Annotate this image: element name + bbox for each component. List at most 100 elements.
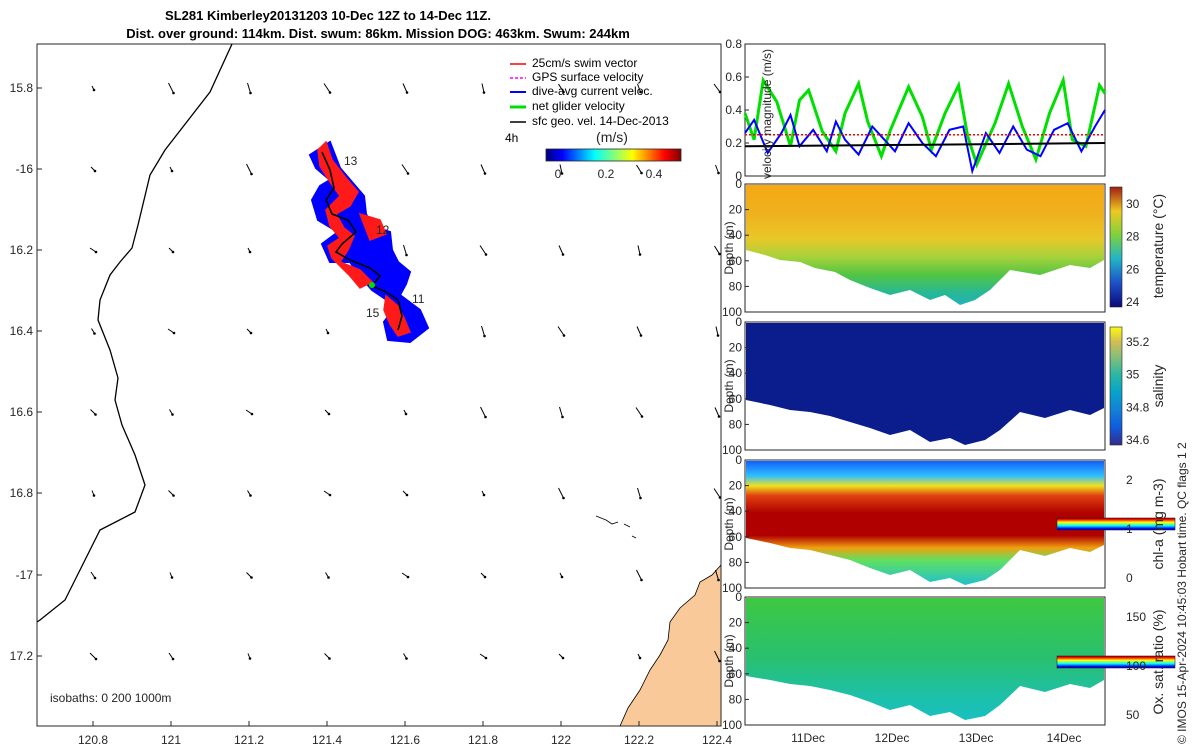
geo-arrow xyxy=(559,406,563,418)
colorbar-tick-label: 30 xyxy=(1126,197,1140,211)
chla-panel: chl-a (mg m-3) xyxy=(744,459,1176,589)
geo-arrow xyxy=(402,83,408,93)
geo-arrow-head xyxy=(249,331,253,335)
swim-vector-swath xyxy=(317,140,412,337)
geo-arrow-head xyxy=(483,334,486,338)
geo-arrow-head xyxy=(482,91,486,94)
geo-arrow-head xyxy=(482,493,486,497)
day-label: 12 xyxy=(376,223,390,237)
geo-arrow-head xyxy=(171,250,175,254)
geo-arrow-head xyxy=(250,412,254,416)
colorbar-tick-label: 34.8 xyxy=(1126,400,1150,414)
geo-arrow-head xyxy=(404,412,408,416)
legend-label: dive-avg current veloc. xyxy=(532,84,653,98)
geo-arrow-head xyxy=(93,332,96,335)
geo-arrow-head xyxy=(560,172,564,175)
geo-arrow xyxy=(715,164,719,174)
geo-arrow-head xyxy=(717,415,721,418)
geo-arrow-head xyxy=(640,578,643,582)
geo-arrow-head xyxy=(718,496,721,499)
velocity-series-geo xyxy=(744,142,1106,148)
panel-y-tick-label: 60 xyxy=(729,254,743,268)
geo-arrow-head xyxy=(562,334,566,337)
geo-arrow-head xyxy=(406,172,410,175)
geo-arrow xyxy=(558,487,564,499)
x-tick-label: 122.2 xyxy=(624,733,654,747)
geo-arrow-head xyxy=(483,575,487,579)
geo-arrow-head xyxy=(405,493,409,497)
map-frame xyxy=(36,43,722,727)
net-glider-path xyxy=(321,151,403,331)
geo-arrow-head xyxy=(484,656,488,660)
y-tick-label: -16 xyxy=(16,162,34,176)
geo-arrow-head xyxy=(560,575,564,579)
geo-arrow-head xyxy=(94,657,98,661)
geo-arrow xyxy=(481,83,485,93)
panel-y-tick-label: 40 xyxy=(729,228,743,242)
panel-y-tick-label: 20 xyxy=(729,616,743,630)
geo-arrow xyxy=(635,407,643,417)
legend-label: sfc geo. vel. 14-Dec-2013 xyxy=(532,114,669,128)
velocity-panel: velocity magnitude (m/s) xyxy=(743,43,1107,179)
geo-arrow xyxy=(559,164,563,174)
geo-arrow-head xyxy=(561,253,565,256)
geo-arrow xyxy=(636,569,642,581)
panel-y-tick-label: 60 xyxy=(729,392,743,406)
geo-arrow-head xyxy=(639,496,642,500)
geo-arrow xyxy=(401,164,409,174)
salinity-panel: salinity xyxy=(744,321,1166,451)
x-tick-label: 120.8 xyxy=(78,733,108,747)
oxygen-cblabel: Ox. sat. ratio (%) xyxy=(1150,609,1166,714)
velocity-axes xyxy=(744,43,1106,177)
panel-y-tick-label: 60 xyxy=(729,530,743,544)
panel-y-tick-label: 20 xyxy=(729,203,743,217)
geo-arrow xyxy=(557,326,565,336)
panel-ylabel: Depth (m) xyxy=(722,359,736,412)
panel-y-tick-label: 40 xyxy=(729,641,743,655)
colorbar-tick: 0 xyxy=(555,167,562,181)
panel-y-tick-label: 80 xyxy=(729,555,743,569)
geo-arrow xyxy=(247,82,251,94)
oxygen-field xyxy=(746,598,1104,720)
geo-arrow xyxy=(480,406,486,418)
geo-arrow-head xyxy=(170,576,174,579)
geo-arrow-head xyxy=(250,576,253,579)
oxygen-panel: Ox. sat. ratio (%) xyxy=(744,596,1176,726)
panel-y-tick-label: 20 xyxy=(729,341,743,355)
panel-y-tick-label: 100 xyxy=(722,305,742,319)
geo-arrow-head xyxy=(717,578,720,582)
geo-arrow xyxy=(637,245,641,255)
chla-colorbar xyxy=(1056,517,1176,531)
colorbar-tick-label: 2 xyxy=(1126,473,1133,487)
isobath-label: isobaths: 0 200 1000m xyxy=(50,691,171,705)
geo-arrow-head xyxy=(717,171,720,175)
geo-arrow-head xyxy=(172,494,175,497)
geo-arrow-head xyxy=(716,334,720,337)
panel-y-tick-label: 0 xyxy=(735,315,742,329)
panel-ylabel: Depth (m) xyxy=(722,221,736,274)
time-tick-label: 14Dec xyxy=(1047,731,1082,745)
panel-y-tick-label: 80 xyxy=(729,692,743,706)
geo-arrow-head xyxy=(638,253,642,256)
y-tick-label: 16.6 xyxy=(10,405,34,419)
geo-arrow-head xyxy=(484,253,488,256)
panel-y-tick-label: 0.8 xyxy=(725,37,742,51)
panel-y-tick-label: 0.4 xyxy=(725,103,742,117)
land-area xyxy=(619,564,721,726)
panel-y-tick-label: 100 xyxy=(722,443,742,457)
geo-arrow xyxy=(715,569,719,581)
credit-text: © IMOS 15-Apr-2024 10:45:03 Hobart time.… xyxy=(1175,442,1189,744)
geo-arrow-head xyxy=(327,576,330,579)
map-colorbar xyxy=(545,148,682,162)
geo-arrow xyxy=(713,488,721,498)
panel-y-tick-label: 100 xyxy=(722,718,742,732)
geo-arrow xyxy=(715,326,719,336)
geo-arrow-head xyxy=(171,657,175,661)
colorbar-tick-label: 0 xyxy=(1126,571,1133,585)
geo-arrow-head xyxy=(172,331,176,335)
legend-label: net glider velocity xyxy=(532,99,625,113)
geo-arrow-head xyxy=(718,90,721,94)
glider-track xyxy=(308,140,430,344)
panel-y-tick-label: 0 xyxy=(735,590,742,604)
